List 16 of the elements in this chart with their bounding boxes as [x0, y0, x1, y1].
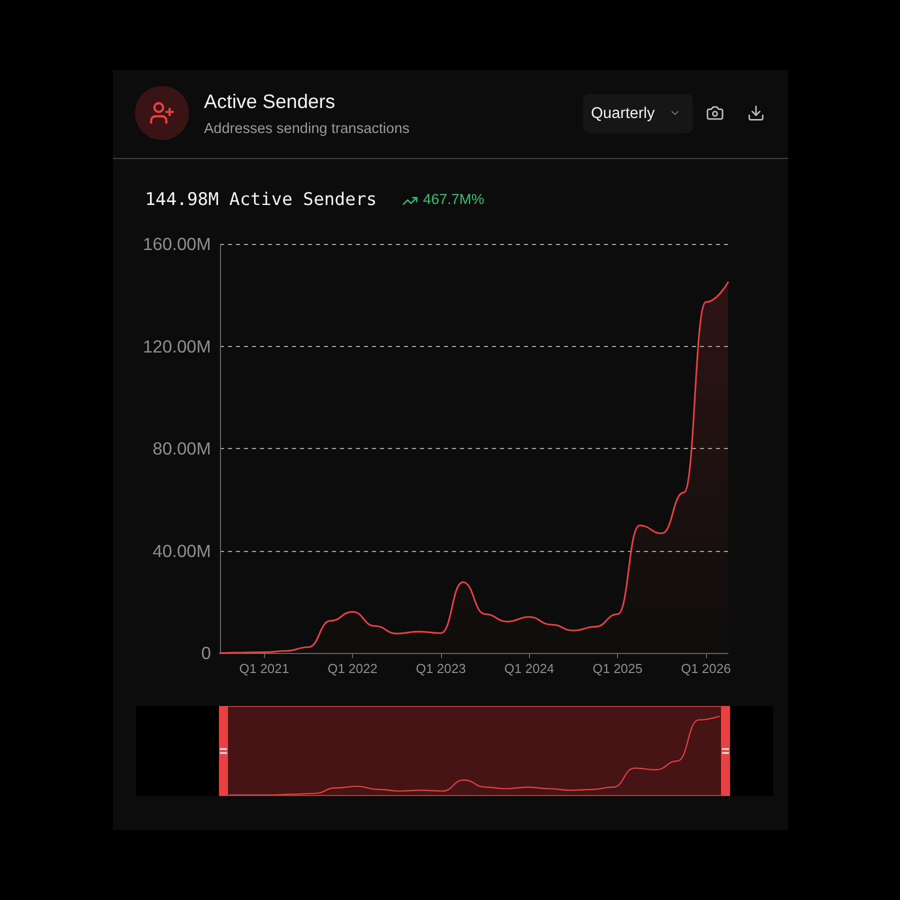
x-tick-label: Q1 2024 [504, 661, 554, 676]
x-tick-label: Q1 2025 [592, 661, 643, 676]
chart-title: Active Senders [204, 90, 336, 114]
y-tick-label: 0 [201, 643, 212, 663]
text: 144.98M Active Senders [145, 189, 377, 211]
y-tick-label: 80.00M [152, 438, 211, 458]
y-tick-label: 40.00M [152, 540, 211, 561]
period-dropdown: Quarterly [583, 94, 693, 133]
x-tick-label: Q1 2022 [328, 661, 378, 676]
chart-subtitle: Addresses sending transactions [204, 120, 410, 138]
text: 467.7M% [423, 191, 484, 209]
y-tick-label: 120.00M [142, 336, 211, 356]
x-tick-label: Q1 2021 [239, 661, 290, 676]
x-tick-label: Q1 2026 [680, 661, 731, 676]
y-tick-label: 160.00M [142, 234, 211, 254]
x-tick-label: Q1 2023 [416, 661, 466, 676]
